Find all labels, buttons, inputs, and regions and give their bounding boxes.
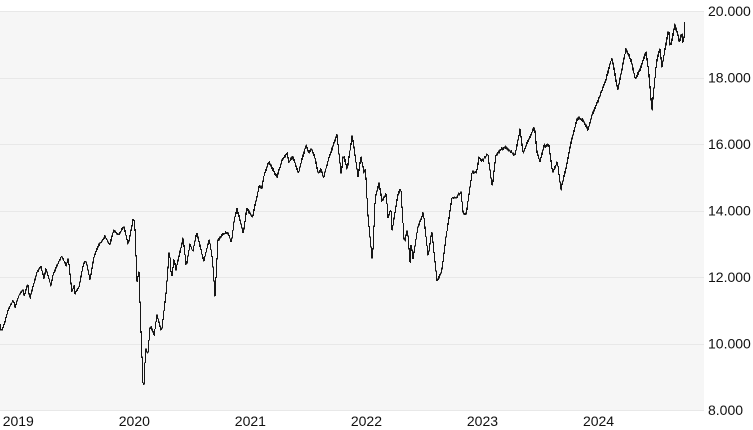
y-axis-label: 14.000 xyxy=(708,203,751,219)
price-series-bars xyxy=(0,21,685,385)
x-axis-label: 2020 xyxy=(119,413,150,429)
y-axis: 20.000 18.000 16.000 14.000 12.000 10.000 8.00… xyxy=(708,3,751,418)
x-axis-label: 2024 xyxy=(583,413,614,429)
plot-area xyxy=(0,11,704,410)
y-axis-label: 8.000 xyxy=(708,402,743,418)
y-axis-label: 16.000 xyxy=(708,136,751,152)
x-axis-label: 2023 xyxy=(467,413,498,429)
x-axis-label: 2019 xyxy=(3,413,34,429)
y-axis-label: 18.000 xyxy=(708,70,751,86)
x-axis-label: 2021 xyxy=(235,413,266,429)
y-axis-label: 12.000 xyxy=(708,269,751,285)
y-axis-label: 10.000 xyxy=(708,336,751,352)
y-axis-label: 20.000 xyxy=(708,3,751,19)
x-axis-label: 2022 xyxy=(351,413,382,429)
x-axis: 2019 2020 2021 2022 2023 2024 xyxy=(3,413,615,429)
